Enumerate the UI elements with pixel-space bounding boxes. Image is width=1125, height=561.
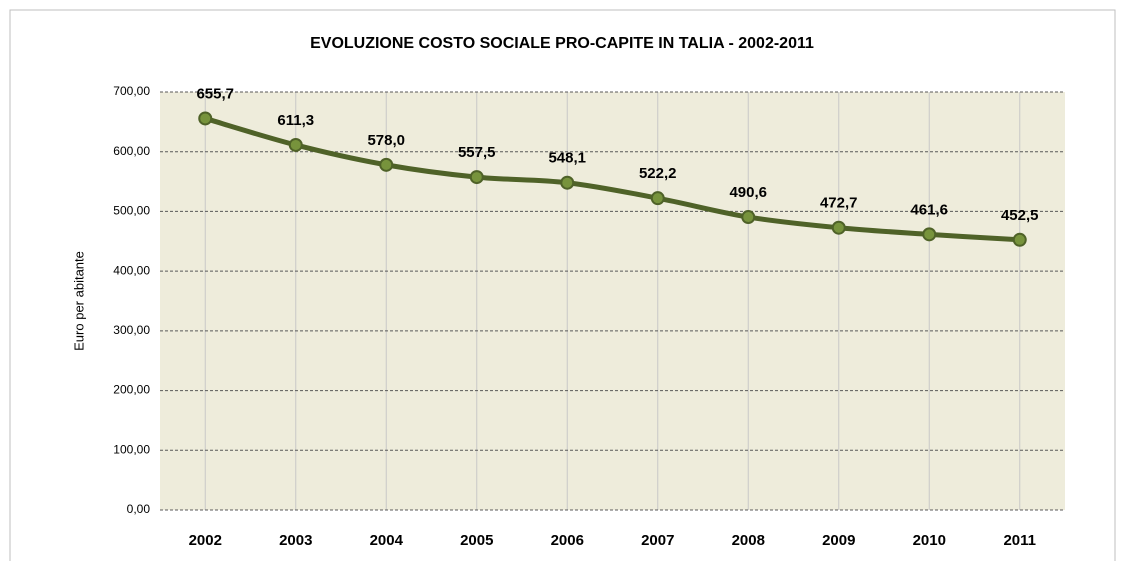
x-tick-label: 2008 [732, 532, 765, 549]
marker [1012, 232, 1027, 247]
data-label: 490,6 [729, 184, 767, 201]
line [204, 116, 1020, 243]
y-tick-label: 0,00 [127, 502, 151, 516]
x-tick-label: 2003 [279, 532, 312, 549]
data-label: 611,3 [277, 112, 314, 129]
x-tick-label: 2009 [822, 532, 855, 549]
y-tick-label: 400,00 [113, 263, 150, 277]
data-label: 548,1 [548, 150, 586, 167]
marker [741, 210, 756, 225]
marker [831, 220, 846, 235]
x-tick-label: 2006 [551, 532, 584, 549]
y-axis-label: Euro per abitante [71, 251, 86, 351]
y-tick-label: 100,00 [113, 442, 150, 456]
data-label: 461,6 [910, 201, 948, 218]
y-tick-label: 200,00 [113, 383, 150, 397]
data-label: 472,7 [820, 195, 858, 212]
data-label: 557,5 [458, 144, 496, 161]
x-tick-label: 2011 [1003, 532, 1036, 549]
data-label: 578,0 [367, 132, 405, 149]
y-tick-label: 500,00 [113, 204, 150, 218]
chart-border [9, 9, 1116, 561]
x-tick-label: 2002 [189, 532, 222, 549]
marker [922, 227, 937, 242]
plot-area [160, 92, 1065, 510]
marker [379, 157, 394, 172]
y-tick-label: 700,00 [113, 84, 150, 98]
marker [469, 170, 484, 185]
y-tick-label: 300,00 [113, 323, 150, 337]
marker [560, 175, 575, 190]
data-label: 452,5 [1001, 207, 1039, 224]
marker [288, 137, 303, 152]
x-tick-label: 2004 [370, 532, 404, 549]
x-tick-label: 2010 [913, 532, 946, 549]
chart-title: EVOLUZIONE COSTO SOCIALE PRO-CAPITE IN T… [310, 35, 814, 52]
x-tick-label: 2007 [641, 532, 674, 549]
marker [198, 111, 213, 126]
x-tick-label: 2005 [460, 532, 493, 549]
marker [650, 191, 665, 206]
y-tick-label: 600,00 [113, 144, 150, 158]
data-label: 655,7 [196, 85, 234, 102]
data-label: 522,2 [639, 165, 677, 182]
